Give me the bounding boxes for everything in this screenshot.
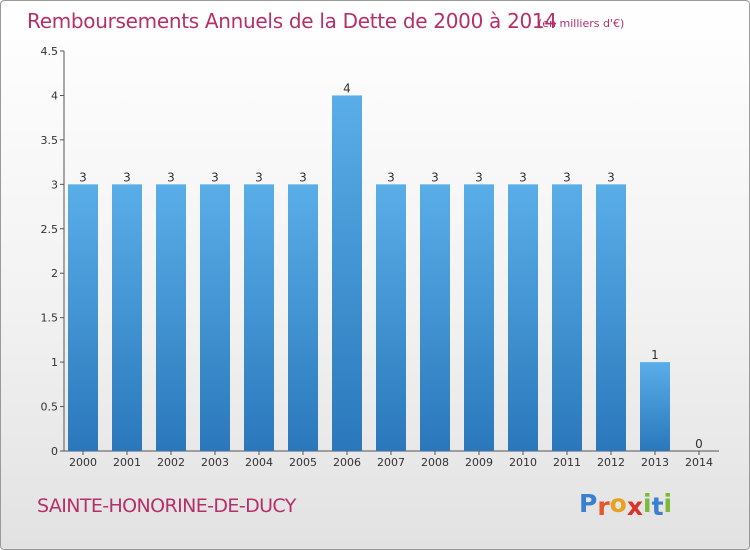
data-label-2003: 3	[211, 170, 219, 184]
data-label-2004: 3	[255, 170, 263, 184]
logo-letter: r	[597, 492, 610, 521]
y-tick-label: 4	[51, 89, 58, 102]
y-tick-label: 1	[51, 356, 58, 369]
data-label-2012: 3	[607, 170, 615, 184]
y-tick-label: 4.5	[41, 45, 59, 58]
y-tick-label: 3	[51, 178, 58, 191]
data-label-2007: 3	[387, 170, 395, 184]
x-tick-label-2009: 2009	[465, 456, 493, 469]
x-tick-label-2014: 2014	[685, 456, 713, 469]
bar-2013	[640, 362, 670, 451]
data-label-2006: 4	[343, 81, 351, 95]
logo-letter: i	[643, 489, 652, 518]
x-tick-label-2003: 2003	[201, 456, 229, 469]
y-tick-label: 2.5	[41, 223, 59, 236]
bar-2009	[464, 184, 494, 452]
data-label-2011: 3	[563, 170, 571, 184]
x-tick-label-2007: 2007	[377, 456, 405, 469]
bar-2003	[200, 184, 230, 452]
data-label-2005: 3	[299, 170, 307, 184]
bar-2005	[288, 184, 318, 452]
logo-letter: P	[579, 489, 598, 518]
chart-title: Remboursements Annuels de la Dette de 20…	[27, 9, 557, 33]
bar-2010	[508, 184, 538, 452]
x-tick-label-2010: 2010	[509, 456, 537, 469]
bar-2012	[596, 184, 626, 452]
bar-2006	[332, 95, 362, 451]
logo-letter: i	[663, 489, 673, 518]
data-label-2013: 1	[651, 348, 659, 362]
data-label-2002: 3	[167, 170, 175, 184]
y-tick-label: 1.5	[41, 312, 59, 325]
logo-letter: t	[651, 492, 664, 521]
data-label-2014: 0	[695, 437, 703, 451]
bar-2011	[552, 184, 582, 452]
y-tick-label: 2	[51, 267, 58, 280]
data-label-2010: 3	[519, 170, 527, 184]
x-tick-label-2002: 2002	[157, 456, 185, 469]
bar-2000	[68, 184, 98, 452]
x-tick-label-2013: 2013	[641, 456, 669, 469]
bar-2008	[420, 184, 450, 452]
bar-2001	[112, 184, 142, 452]
x-tick-label-2012: 2012	[597, 456, 625, 469]
x-tick-label-2006: 2006	[333, 456, 361, 469]
x-tick-label-2000: 2000	[69, 456, 97, 469]
logo-letter: o	[609, 489, 627, 518]
chart-unit: (en milliers d'€)	[538, 17, 625, 30]
commune-name: SAINTE-HONORINE-DE-DUCY	[37, 495, 296, 517]
bar-2004	[244, 184, 274, 452]
proxiti-logo: Proxiti	[579, 489, 673, 521]
y-tick-label: 3.5	[41, 134, 59, 147]
x-tick-label-2001: 2001	[113, 456, 141, 469]
chart-labels: 2000 3 2001 3 2002 3 2003 3 2004 3 2005 3 2006 4 2007 3…	[69, 81, 713, 469]
x-tick-label-2004: 2004	[245, 456, 273, 469]
y-tick-label: 0	[51, 445, 58, 458]
data-label-2008: 3	[431, 170, 439, 184]
bar-2007	[376, 184, 406, 452]
x-tick-label-2008: 2008	[421, 456, 449, 469]
data-label-2001: 3	[123, 170, 131, 184]
y-tick-label: 0.5	[41, 401, 59, 414]
data-label-2000: 3	[79, 170, 87, 184]
bar-2002	[156, 184, 186, 452]
x-tick-label-2005: 2005	[289, 456, 317, 469]
chart-bars	[68, 95, 670, 452]
x-tick-label-2011: 2011	[553, 456, 581, 469]
data-label-2009: 3	[475, 170, 483, 184]
logo-letter: x	[626, 492, 643, 521]
